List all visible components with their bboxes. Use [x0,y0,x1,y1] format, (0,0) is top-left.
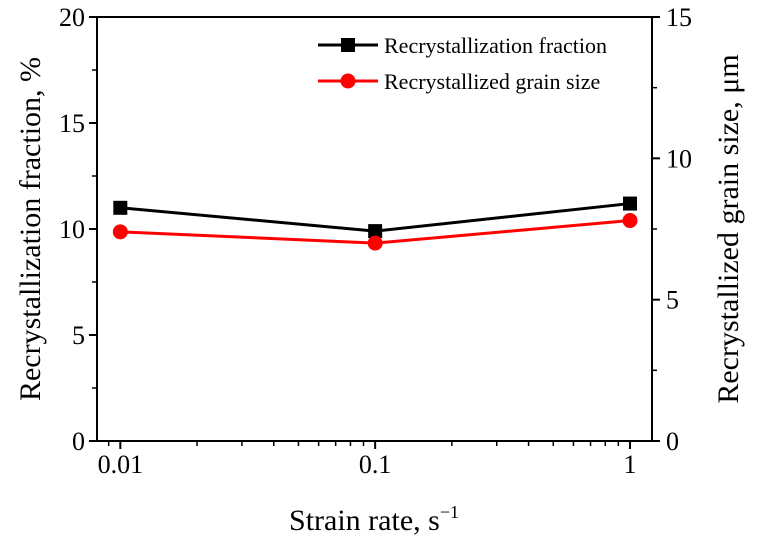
x-tick-label: 0.1 [359,450,392,479]
x-tick-label: 1 [623,450,636,479]
axes: 0 5 10 15 20 0 5 10 15 0.01 0.1 1 [59,3,692,479]
series-layer [112,196,638,251]
y-left-tick-label: 15 [59,109,85,138]
data-point-square [368,224,383,239]
data-point-square [622,196,637,211]
y-right-tick-label: 15 [666,3,692,32]
y-axis-right-label: Recrystallized grain size, μm [712,54,745,403]
x-tick-label: 0.01 [98,450,144,479]
y-left-tick-label: 0 [72,427,85,456]
y-right-tick-label: 0 [666,427,679,456]
legend-marker-circle [340,73,356,89]
legend: Recrystallization fraction Recrystallized… [318,33,607,94]
y-right-tick-label: 10 [666,144,692,173]
x-axis-label-sup: −1 [440,502,459,522]
data-point-circle [112,224,128,240]
y-right-tick-label: 5 [666,286,679,315]
y-left-tick-label: 20 [59,3,85,32]
legend-label: Recrystallization fraction [384,33,607,58]
x-axis-label: Strain rate, s−1 [289,502,459,537]
y-left-tick-label: 5 [72,321,85,350]
y-axis-left-label: Recrystallization fraction, % [14,57,47,401]
data-point-circle [622,213,638,229]
data-point-square [113,200,128,215]
legend-label: Recrystallized grain size [384,69,600,94]
legend-marker-square [341,38,355,52]
data-point-circle [367,235,383,251]
y-left-tick-label: 10 [59,215,85,244]
